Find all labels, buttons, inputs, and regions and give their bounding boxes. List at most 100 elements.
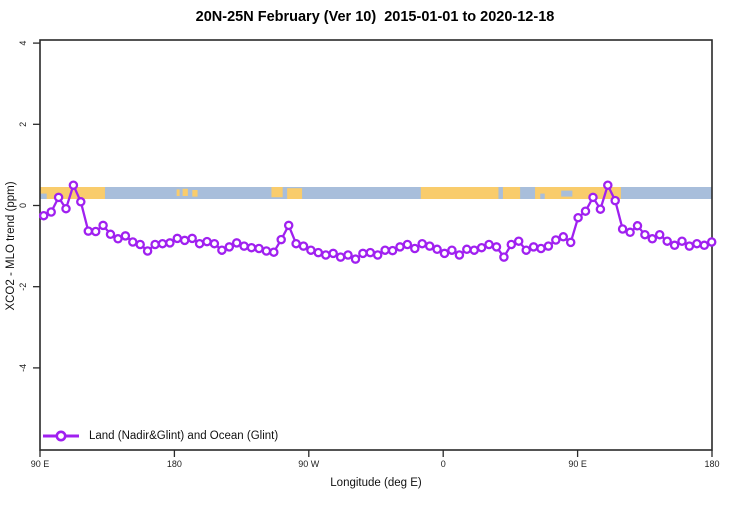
y-tick-label: 0 bbox=[18, 203, 28, 208]
map-band-ocean-patch bbox=[540, 193, 545, 199]
data-point bbox=[321, 250, 331, 260]
data-point bbox=[53, 192, 64, 203]
map-band-ocean-patch bbox=[561, 190, 573, 197]
data-point bbox=[350, 254, 361, 264]
data-point bbox=[335, 252, 346, 262]
data-point bbox=[343, 250, 353, 260]
data-point bbox=[706, 237, 717, 247]
data-point bbox=[38, 210, 49, 221]
data-point bbox=[699, 240, 710, 251]
data-point bbox=[150, 239, 160, 250]
data-point bbox=[187, 233, 197, 244]
data-point bbox=[61, 203, 71, 214]
data-point bbox=[113, 234, 123, 244]
data-point bbox=[647, 234, 658, 244]
data-point bbox=[402, 239, 413, 250]
y-tick-label: -2 bbox=[18, 283, 28, 291]
data-point bbox=[654, 229, 665, 240]
y-axis-title: XCO2 - MLO trend (ppm) bbox=[5, 181, 17, 311]
map-band-land bbox=[192, 190, 198, 197]
x-tick-label: 90 W bbox=[298, 459, 320, 469]
data-point bbox=[224, 242, 235, 252]
data-point bbox=[76, 197, 86, 207]
y-tick-label: -4 bbox=[18, 364, 28, 372]
y-tick-label: 4 bbox=[18, 41, 28, 46]
data-point bbox=[632, 221, 643, 231]
data-point bbox=[640, 229, 650, 240]
data-point bbox=[417, 238, 427, 249]
data-point bbox=[128, 237, 138, 247]
data-point bbox=[677, 236, 687, 246]
x-axis-title: Longitude (deg E) bbox=[330, 477, 422, 489]
data-point bbox=[528, 242, 539, 252]
y-tick-label: 2 bbox=[18, 122, 28, 127]
data-point bbox=[68, 180, 79, 190]
map-band-ocean-patch bbox=[40, 193, 47, 199]
chart-title: 20N-25N February (Ver 10) 2015-01-01 to … bbox=[195, 9, 555, 25]
data-point bbox=[276, 234, 286, 245]
data-point bbox=[580, 206, 591, 216]
data-point bbox=[491, 242, 502, 252]
data-point bbox=[261, 246, 272, 256]
data-point bbox=[172, 233, 183, 244]
data-point bbox=[410, 243, 420, 254]
data-point bbox=[469, 245, 479, 255]
data-point bbox=[209, 238, 220, 249]
map-band-land bbox=[502, 187, 521, 199]
data-point bbox=[306, 245, 316, 255]
x-tick-label: 180 bbox=[167, 459, 182, 469]
data-point bbox=[551, 235, 561, 245]
data-point bbox=[573, 212, 583, 223]
data-point bbox=[521, 245, 531, 255]
data-point bbox=[239, 241, 249, 251]
data-point bbox=[387, 245, 398, 256]
x-tick-label: 0 bbox=[441, 459, 446, 469]
data-point bbox=[298, 241, 309, 251]
data-point bbox=[454, 250, 465, 260]
data-point bbox=[669, 240, 680, 251]
map-band-land bbox=[176, 189, 180, 196]
data-point bbox=[98, 220, 108, 231]
data-point bbox=[105, 229, 116, 240]
data-point bbox=[513, 236, 524, 246]
data-point bbox=[565, 237, 576, 248]
data-point bbox=[90, 226, 101, 237]
data-point bbox=[283, 220, 294, 231]
data-point bbox=[395, 242, 405, 252]
data-point bbox=[595, 204, 606, 214]
data-point bbox=[165, 238, 175, 248]
x-tick-label: 180 bbox=[704, 459, 719, 469]
data-point bbox=[603, 180, 613, 190]
data-point bbox=[432, 244, 442, 255]
data-point bbox=[439, 248, 450, 259]
legend-label: Land (Nadir&Glint) and Ocean (Glint) bbox=[89, 430, 279, 442]
data-point bbox=[380, 245, 390, 255]
data-point bbox=[194, 238, 205, 249]
data-point bbox=[142, 246, 153, 256]
data-point bbox=[291, 238, 301, 249]
data-point bbox=[372, 250, 383, 260]
data-point bbox=[202, 236, 212, 247]
data-point bbox=[217, 245, 227, 255]
data-point bbox=[610, 195, 620, 206]
data-point bbox=[447, 245, 457, 255]
x-tick-label: 90 E bbox=[568, 459, 587, 469]
data-point bbox=[625, 227, 635, 238]
data-point bbox=[588, 192, 598, 203]
data-point bbox=[543, 241, 554, 251]
data-point bbox=[83, 226, 94, 236]
map-band-land bbox=[182, 188, 188, 196]
x-tick-label: 90 E bbox=[31, 459, 50, 469]
data-point bbox=[358, 248, 368, 259]
map-band-land bbox=[271, 187, 283, 198]
legend: Land (Nadir&Glint) and Ocean (Glint) bbox=[42, 429, 278, 443]
data-point bbox=[328, 248, 338, 259]
data-point bbox=[231, 238, 242, 248]
data-point bbox=[46, 207, 56, 217]
data-point bbox=[536, 243, 546, 254]
map-band-land bbox=[535, 187, 621, 199]
data-point bbox=[462, 244, 472, 255]
data-point bbox=[499, 252, 509, 262]
data-point bbox=[157, 238, 168, 249]
